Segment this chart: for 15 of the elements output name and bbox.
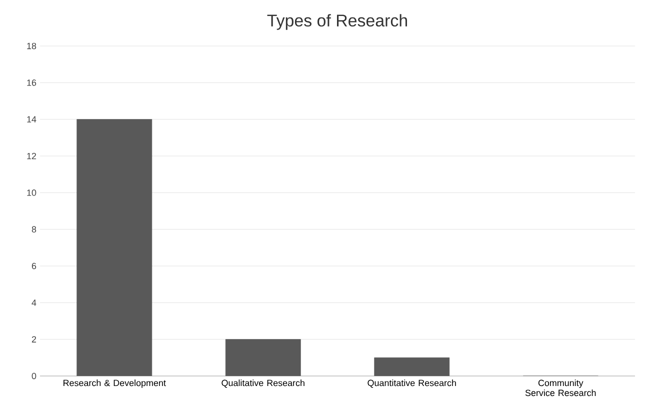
x-tick-label: Community Service Research — [525, 380, 596, 396]
x-tick-label: Research & Development — [64, 380, 166, 388]
y-tick-label: 10 — [27, 189, 36, 196]
y-tick-label: 14 — [27, 116, 36, 122]
x-tick-label: Qualitative Research — [222, 380, 304, 388]
y-tick-label: 18 — [27, 42, 36, 50]
y-tick-label: 2 — [32, 336, 36, 342]
y-tick-label: 12 — [27, 152, 36, 160]
y-tick-label: 6 — [32, 262, 36, 270]
chart-title: Types of Research — [267, 14, 407, 30]
y-tick-label: 4 — [32, 300, 36, 306]
y-tick-label: 16 — [27, 79, 36, 86]
y-tick-label: 0 — [32, 372, 36, 380]
y-tick-label: 8 — [32, 226, 36, 233]
x-tick-label: Quantitative Research — [368, 380, 456, 388]
